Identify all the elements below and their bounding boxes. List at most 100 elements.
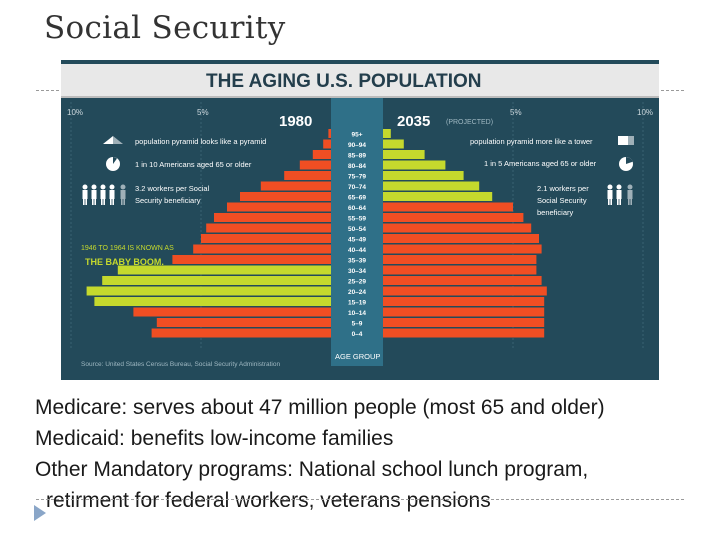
age-group-label: 40–44 [348, 247, 366, 254]
age-group-label: 70–74 [348, 184, 366, 191]
tick-left-5: 5% [197, 108, 209, 117]
bar-1980 [240, 192, 331, 201]
tick-left-10: 10% [67, 108, 83, 117]
bar-1980 [193, 244, 331, 254]
year-label-1980: 1980 [279, 113, 312, 130]
bar-2035 [383, 223, 532, 233]
age-group-label: 35–39 [348, 258, 366, 265]
age-group-label: 55–59 [348, 216, 366, 223]
chart-title: THE AGING U.S. POPULATION [206, 71, 482, 92]
population-pyramid-infographic: THE AGING U.S. POPULATION 10% 5% 5% 10% … [61, 60, 659, 380]
bar-1980 [94, 297, 332, 306]
age-group-label: 20–24 [348, 289, 366, 296]
age-group-label: 5–9 [352, 321, 363, 328]
bottom-divider [36, 499, 684, 500]
tick-right-5: 5% [510, 108, 522, 117]
age-group-label: 50–54 [348, 226, 366, 233]
bar-1980 [312, 150, 331, 159]
workers-icon-2035 [607, 184, 633, 205]
bar-2035 [383, 234, 539, 243]
projected-note: (PROJECTED) [446, 119, 493, 126]
bar-2035 [383, 276, 542, 285]
title-band [61, 64, 659, 96]
age-group-label: 90–94 [348, 142, 366, 149]
pyramid-icon [103, 136, 123, 144]
bar-2035 [383, 213, 524, 222]
bullet-medicare: Medicare: serves about 47 million people… [35, 396, 605, 419]
bullet-other-mandatory: Other Mandatory programs: National schoo… [35, 458, 589, 481]
bar-1980 [260, 181, 331, 191]
annotation-1980-workers-line1: 3.2 workers per Social [135, 184, 210, 193]
bar-1980 [206, 223, 331, 233]
slide-title: Social Security [44, 10, 286, 46]
bar-2035 [383, 181, 480, 191]
bar-2035 [383, 139, 404, 149]
workers-icon [82, 184, 126, 205]
age-group-label: 10–14 [348, 310, 366, 317]
baby-boom-note-line2: THE BABY BOOM. [85, 257, 164, 267]
annotation-1980-elderly: 1 in 10 Americans aged 65 or older [135, 160, 252, 169]
annotation-2035-workers-line1: 2.1 workers per [537, 184, 589, 193]
age-group-label: 25–29 [348, 279, 366, 286]
bar-1980 [86, 286, 331, 296]
bar-1980 [102, 276, 331, 285]
annotation-2035-elderly: 1 in 5 Americans aged 65 or older [484, 159, 597, 168]
baby-boom-note-line1: 1946 TO 1964 IS KNOWN AS [81, 245, 174, 252]
bar-1980 [133, 307, 331, 317]
bar-1980 [323, 139, 331, 149]
age-group-label: 75–79 [348, 174, 366, 181]
annotation-2035-tower: population pyramid more like a tower [470, 137, 593, 146]
bar-2035 [383, 318, 545, 327]
age-group-band [331, 98, 383, 366]
bar-2035 [383, 202, 513, 212]
pie-icon-1-in-10 [106, 157, 120, 171]
annotation-1980-pyramid: population pyramid looks like a pyramid [135, 137, 266, 146]
age-group-label: 15–19 [348, 300, 366, 307]
age-group-label: 80–84 [348, 163, 366, 170]
age-group-label: 85–89 [348, 153, 366, 160]
bar-1980 [227, 202, 331, 212]
title-band-shadow [61, 96, 659, 98]
age-group-label: 30–34 [348, 268, 366, 275]
bar-2035 [383, 244, 542, 254]
bar-2035 [383, 297, 545, 306]
bar-1980 [284, 171, 331, 180]
bar-2035 [383, 286, 547, 296]
annotation-2035-workers-line2: Social Security [537, 196, 587, 205]
bar-1980 [299, 160, 331, 170]
bullet-other-mandatory-continued: retirment for federal workers, veterans … [46, 489, 491, 512]
bar-2035 [383, 160, 446, 170]
tick-right-10: 10% [637, 108, 653, 117]
age-group-label: 65–69 [348, 195, 366, 202]
bar-1980 [117, 265, 331, 275]
age-group-axis-label: AGE GROUP [335, 352, 380, 361]
bar-2035 [383, 171, 464, 180]
right-annotations: population pyramid more like a tower 1 i… [470, 136, 634, 217]
age-group-label: 60–64 [348, 205, 366, 212]
bar-2035 [383, 307, 545, 317]
bar-2035 [383, 265, 537, 275]
population-pyramid-chart: THE AGING U.S. POPULATION 10% 5% 5% 10% … [61, 60, 659, 380]
bullet-medicaid: Medicaid: benefits low-income families [35, 427, 394, 450]
bar-1980 [214, 213, 331, 222]
annotation-2035-workers-line3: beneficiary [537, 208, 574, 217]
bar-2035 [383, 129, 391, 138]
left-annotations: population pyramid looks like a pyramid … [81, 136, 266, 267]
bar-2035 [383, 328, 545, 338]
source-note: Source: United States Census Bureau, Soc… [81, 361, 280, 368]
bar-1980 [172, 255, 331, 264]
bar-2035 [383, 150, 425, 159]
bar-1980 [201, 234, 331, 243]
age-group-label: 0–4 [352, 331, 363, 338]
age-group-label: 45–49 [348, 237, 366, 244]
slide-arrow-icon [34, 505, 46, 521]
bar-2035 [383, 255, 537, 264]
bar-1980 [156, 318, 331, 327]
bar-1980 [328, 129, 331, 138]
pie-icon-1-in-5 [619, 156, 633, 171]
pyramid-bars [86, 129, 547, 338]
tower-icon [618, 136, 634, 145]
age-group-labels: 95+ 90–94 85–89 80–84 75–79 70–74 65–69 60–64 55… [348, 132, 366, 339]
bullet-list: Medicare: serves about 47 million people… [35, 392, 715, 516]
age-group-label: 95+ [351, 132, 362, 139]
